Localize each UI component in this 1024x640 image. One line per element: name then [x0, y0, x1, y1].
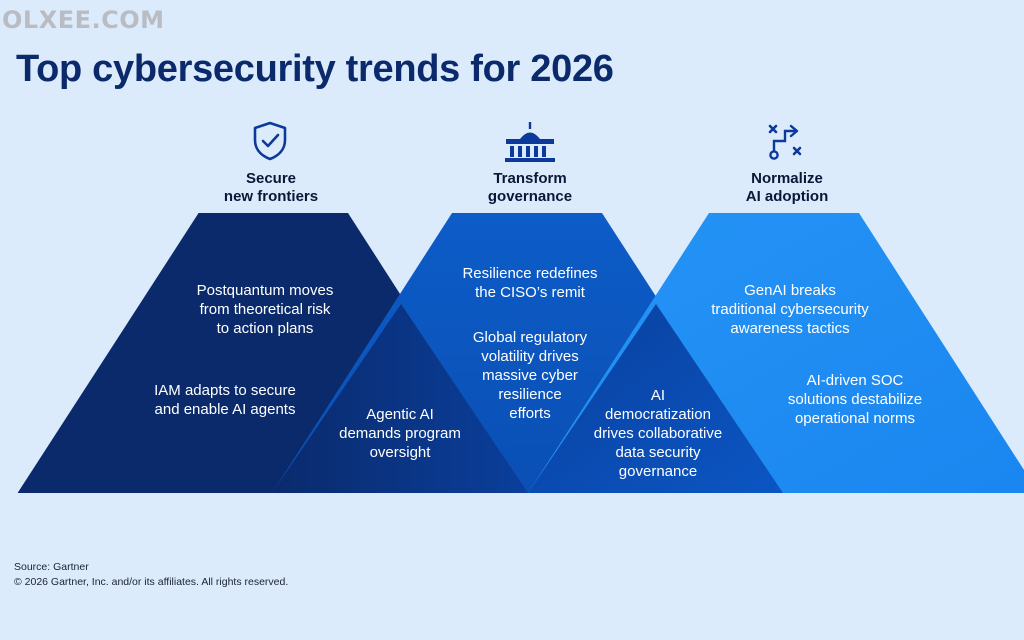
- strategy-play-icon: [768, 124, 802, 160]
- trend-ai-democratization: AI democratization drives collaborative …: [593, 387, 723, 480]
- shield-check-icon: [253, 121, 287, 161]
- heading-transform-governance: Transform governance: [487, 170, 573, 205]
- source-note: Source: Gartner: [14, 561, 89, 573]
- trend-ai-driven-soc: AI-driven SOC solutions destabilize oper…: [787, 372, 923, 427]
- trend-genai-awareness: GenAI breaks traditional cybersecurity a…: [711, 282, 869, 337]
- trend-postquantum: Postquantum moves from theoretical risk …: [196, 282, 334, 337]
- trend-global-regulatory: Global regulatory volatility drives mass…: [472, 329, 588, 422]
- watermark: OLXEE.COM: [2, 6, 165, 34]
- trend-resilience-ciso: Resilience redefines the CISO’s remit: [462, 265, 598, 301]
- government-building-icon: [505, 122, 555, 162]
- triangle-ai-democratization: [528, 304, 783, 493]
- triangle-agentic-ai: [272, 304, 528, 493]
- copyright-note: © 2026 Gartner, Inc. and/or its affiliat…: [14, 576, 289, 588]
- heading-normalize-ai-adoption: Normalize AI adoption: [745, 170, 829, 205]
- heading-secure-new-frontiers: Secure new frontiers: [223, 170, 319, 205]
- trend-agentic-ai: Agentic AI demands program oversight: [339, 406, 461, 461]
- trend-iam-ai-agents: IAM adapts to secure and enable AI agent…: [154, 382, 296, 418]
- page-title: Top cybersecurity trends for 2026: [16, 48, 614, 90]
